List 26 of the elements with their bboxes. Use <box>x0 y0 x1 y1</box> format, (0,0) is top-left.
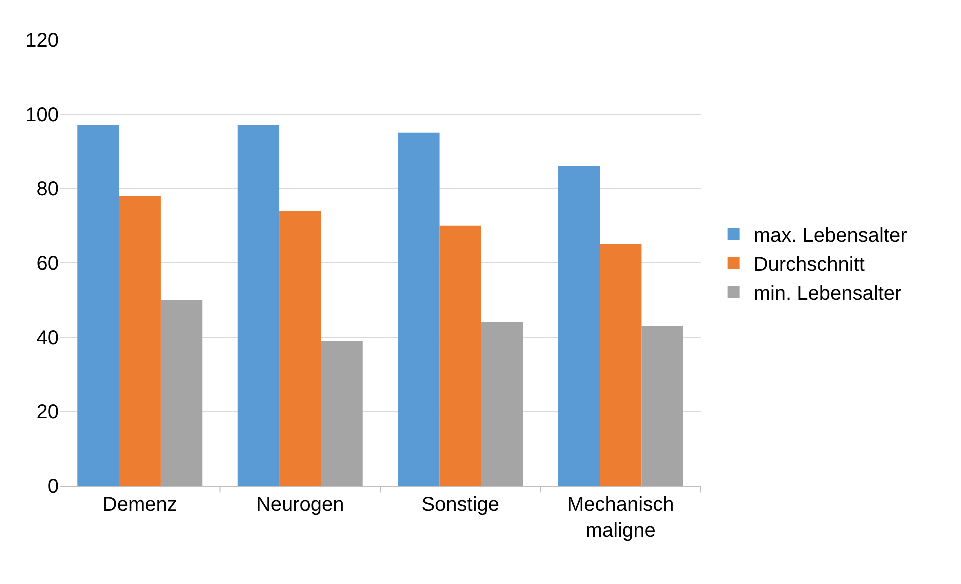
bar <box>600 244 642 486</box>
bar <box>481 322 524 486</box>
y-tick-label: 120 <box>26 30 59 52</box>
y-tick-label: 0 <box>48 476 59 498</box>
y-tick-label: 80 <box>36 178 59 201</box>
bar <box>558 166 600 486</box>
legend-label: min. Lebensalter <box>754 282 902 305</box>
bar <box>78 125 120 486</box>
y-tick-label: 100 <box>26 104 59 126</box>
bar <box>160 300 203 486</box>
y-tick-label: 60 <box>36 253 59 275</box>
bar <box>280 210 322 486</box>
x-tick-label: Demenz <box>102 494 178 516</box>
bar <box>642 326 684 486</box>
bar <box>238 125 280 486</box>
y-tick-label: 20 <box>36 402 59 424</box>
x-tick-label: Neurogen <box>256 494 344 516</box>
legend-label: Durchschnitt <box>754 254 866 276</box>
x-tick-label: Sonstige <box>422 494 500 516</box>
bar <box>398 132 440 486</box>
bar <box>119 196 161 486</box>
x-tick-label: Mechanisch maligne <box>568 494 674 542</box>
y-tick-label: 40 <box>36 327 59 350</box>
bar <box>321 341 363 486</box>
legend-label: max. Lebensalter <box>754 224 908 247</box>
bar <box>440 226 482 486</box>
